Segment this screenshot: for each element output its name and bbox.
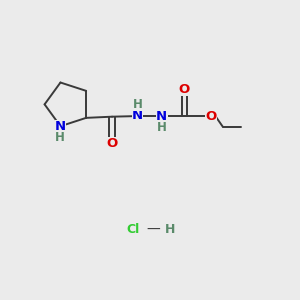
- Text: H: H: [165, 223, 175, 236]
- Text: H: H: [55, 131, 65, 144]
- Text: O: O: [106, 137, 118, 150]
- Text: H: H: [133, 98, 142, 111]
- Text: N: N: [55, 120, 66, 133]
- Text: —: —: [146, 223, 160, 236]
- Text: O: O: [179, 83, 190, 96]
- Text: N: N: [132, 109, 143, 122]
- Text: Cl: Cl: [126, 223, 140, 236]
- Text: N: N: [156, 110, 167, 123]
- Text: O: O: [206, 110, 217, 123]
- Text: H: H: [157, 122, 167, 134]
